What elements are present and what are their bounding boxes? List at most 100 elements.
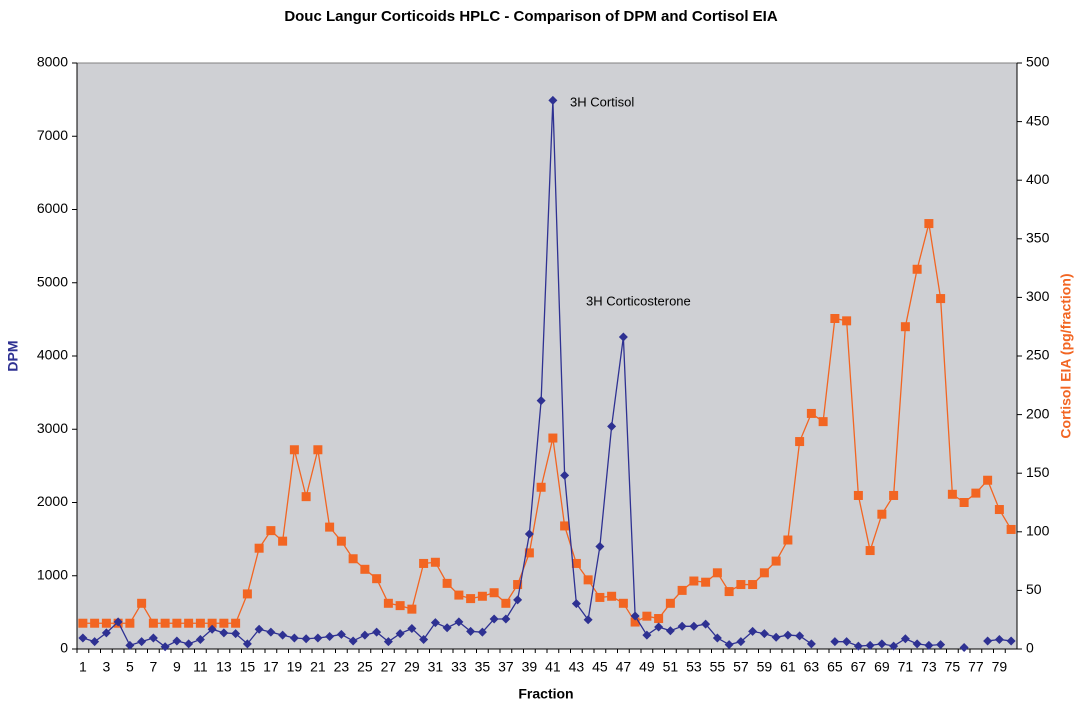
y-tick-label: 6000 <box>37 200 68 216</box>
marker-diamond <box>407 623 417 633</box>
marker-square <box>759 568 769 578</box>
marker-square <box>1006 524 1016 534</box>
series-line <box>82 223 1012 624</box>
marker-diamond <box>712 633 722 643</box>
marker-square <box>266 526 276 536</box>
x-tick-label: 65 <box>827 659 843 675</box>
marker-square <box>383 598 393 608</box>
x-tick-label: 11 <box>193 659 208 675</box>
x-axis-title: Fraction <box>518 686 573 702</box>
x-tick-label: 7 <box>149 659 157 675</box>
marker-diamond <box>748 626 758 636</box>
plot-area <box>76 62 1018 650</box>
marker-diamond <box>348 636 358 646</box>
marker-square <box>560 521 570 531</box>
marker-diamond <box>877 639 887 649</box>
x-tick-label: 13 <box>216 659 232 675</box>
marker-diamond <box>701 619 711 629</box>
marker-diamond <box>301 634 311 644</box>
marker-diamond <box>501 614 511 624</box>
marker-square <box>195 618 205 628</box>
marker-square <box>783 535 793 545</box>
y2-tick-label: 50 <box>1026 581 1042 597</box>
marker-square <box>242 589 252 599</box>
x-tick-label: 17 <box>263 659 279 675</box>
x-tick-label: 25 <box>357 659 373 675</box>
marker-diamond <box>172 636 182 646</box>
marker-square <box>254 543 264 553</box>
marker-diamond <box>137 637 147 647</box>
marker-diamond <box>160 642 170 652</box>
marker-square <box>936 294 946 304</box>
marker-diamond <box>959 643 969 653</box>
marker-square <box>724 587 734 597</box>
marker-diamond <box>806 639 816 649</box>
x-tick-label: 41 <box>545 659 561 675</box>
marker-square <box>853 490 863 500</box>
marker-diamond <box>736 637 746 647</box>
x-tick-label: 77 <box>968 659 984 675</box>
marker-diamond <box>889 641 899 651</box>
marker-diamond <box>113 617 123 627</box>
marker-square <box>736 580 746 590</box>
x-tick-label: 31 <box>428 659 444 675</box>
marker-diamond <box>125 640 135 650</box>
x-tick-label: 57 <box>733 659 749 675</box>
x-tick-label: 19 <box>287 659 303 675</box>
marker-square <box>301 492 311 502</box>
marker-diamond <box>865 640 875 650</box>
marker-square <box>489 588 499 598</box>
marker-square <box>501 598 511 608</box>
marker-diamond <box>994 634 1004 644</box>
marker-square <box>912 264 922 274</box>
marker-square <box>160 618 170 628</box>
marker-diamond <box>571 599 581 609</box>
x-tick-label: 59 <box>757 659 773 675</box>
marker-square <box>842 316 852 326</box>
marker-square <box>207 618 217 628</box>
marker-square <box>642 611 652 621</box>
marker-square <box>348 554 358 564</box>
marker-diamond <box>278 630 288 640</box>
marker-square <box>419 558 429 568</box>
marker-diamond <box>395 629 405 639</box>
marker-square <box>818 417 828 427</box>
x-tick-label: 61 <box>780 659 796 675</box>
marker-diamond <box>1006 636 1016 646</box>
marker-diamond <box>254 624 264 634</box>
marker-square <box>607 591 617 601</box>
marker-diamond <box>313 633 323 643</box>
marker-diamond <box>454 617 464 627</box>
x-tick-label: 23 <box>334 659 350 675</box>
marker-diamond <box>783 630 793 640</box>
marker-square <box>654 614 664 624</box>
marker-diamond <box>325 632 335 642</box>
x-tick-label: 15 <box>240 659 256 675</box>
marker-diamond <box>936 640 946 650</box>
marker-square <box>618 598 628 608</box>
x-tick-label: 55 <box>710 659 726 675</box>
marker-square <box>571 558 581 568</box>
marker-square <box>689 576 699 586</box>
marker-square <box>947 489 957 499</box>
y-tick-label: 0 <box>60 640 68 656</box>
marker-square <box>477 591 487 601</box>
marker-diamond <box>724 640 734 650</box>
y-tick-label: 7000 <box>37 127 68 143</box>
marker-diamond <box>336 629 346 639</box>
y2-tick-label: 0 <box>1026 640 1034 656</box>
marker-square <box>630 617 640 627</box>
x-tick-label: 27 <box>381 659 397 675</box>
marker-square <box>278 536 288 546</box>
marker-diamond <box>654 622 664 632</box>
marker-diamond <box>677 621 687 631</box>
marker-square <box>994 505 1004 515</box>
y-tick-label: 4000 <box>37 347 68 363</box>
marker-diamond <box>583 615 593 625</box>
marker-diamond <box>548 95 558 105</box>
marker-diamond <box>101 628 111 638</box>
marker-diamond <box>195 634 205 644</box>
marker-square <box>513 580 523 590</box>
marker-diamond <box>184 639 194 649</box>
